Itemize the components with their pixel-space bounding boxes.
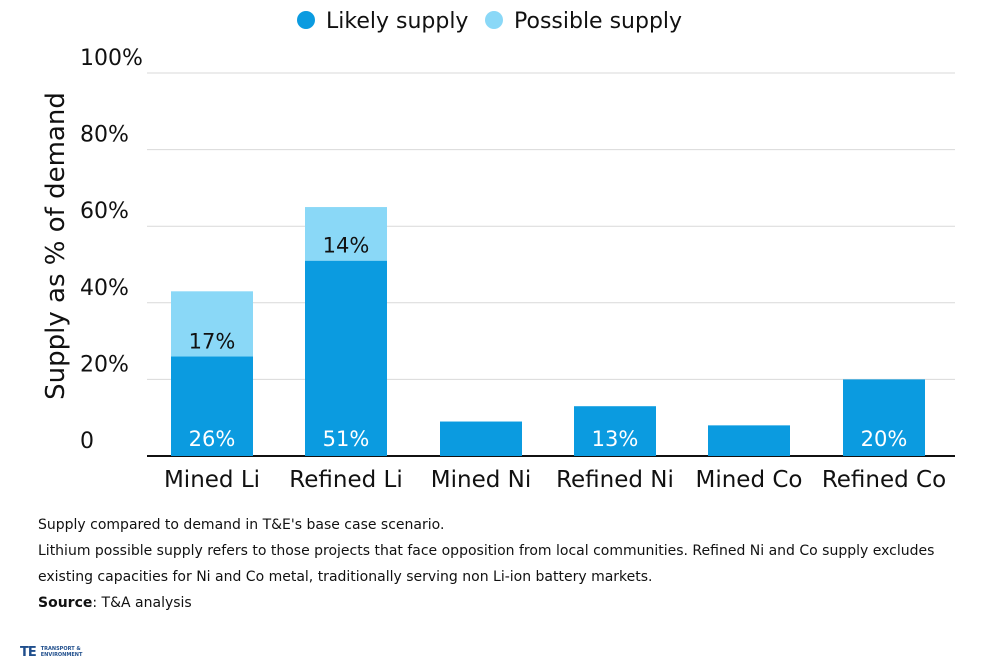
- possible-supply-bar: [305, 207, 387, 261]
- y-tick-label: 60%: [80, 199, 129, 224]
- gridlines: [147, 72, 955, 457]
- legend-label-possible: Possible supply: [514, 9, 682, 34]
- source-label: Source: [38, 595, 93, 611]
- likely-supply-bar: [708, 425, 790, 456]
- data-label: 13%: [592, 427, 639, 451]
- y-tick-label: 20%: [80, 352, 129, 377]
- x-category-labels: Mined Li Refined Li Mined Ni Refined Ni Mine…: [164, 467, 946, 493]
- data-label: 20%: [861, 427, 908, 451]
- organization-logo: TE TRANSPORT & ENVIRONMENT: [20, 642, 83, 662]
- likely-supply-bar: [574, 406, 656, 456]
- likely-supply-bar: [171, 356, 253, 456]
- x-category-label: Refined Li: [289, 467, 402, 493]
- footnote-source: Source: T&A analysis: [38, 590, 978, 616]
- source-text: : T&A analysis: [92, 595, 192, 611]
- data-label: 17%: [189, 329, 236, 353]
- likely-supply-bar: [305, 260, 387, 456]
- footnote-scenario: Supply compared to demand in T&E's base …: [38, 517, 445, 533]
- y-tick-label: 80%: [80, 123, 129, 148]
- legend-label-likely: Likely supply: [326, 9, 468, 34]
- legend-swatch-likely: [297, 11, 315, 29]
- data-label: 26%: [189, 427, 236, 451]
- x-category-label: Mined Li: [164, 467, 260, 493]
- possible-supply-bar: [171, 291, 253, 357]
- y-tick-label: 0: [80, 429, 94, 454]
- x-category-label: Mined Ni: [431, 467, 531, 493]
- x-category-label: Refined Ni: [556, 467, 674, 493]
- legend-swatch-possible: [485, 11, 503, 29]
- y-tick-labels: 0 20% 40% 60% 80% 100%: [80, 46, 143, 454]
- data-label: 14%: [323, 234, 370, 258]
- logo-mark: TE: [20, 644, 37, 660]
- bars: 26% 17% 51% 14% 13% 20%: [171, 207, 925, 456]
- footnote-definition: Lithium possible supply refers to those …: [38, 543, 935, 585]
- data-label: 51%: [323, 427, 370, 451]
- legend: Likely supply Possible supply: [297, 9, 682, 34]
- x-category-label: Refined Co: [822, 467, 946, 493]
- logo-text: TRANSPORT & ENVIRONMENT: [40, 646, 83, 658]
- likely-supply-bar: [843, 379, 925, 456]
- likely-supply-bar: [440, 421, 522, 456]
- y-axis-title: Supply as % of demand: [41, 92, 71, 400]
- footnotes: Supply compared to demand in T&E's base …: [38, 512, 978, 616]
- y-tick-label: 40%: [80, 276, 129, 301]
- y-tick-label: 100%: [80, 46, 143, 71]
- x-category-label: Mined Co: [695, 467, 802, 493]
